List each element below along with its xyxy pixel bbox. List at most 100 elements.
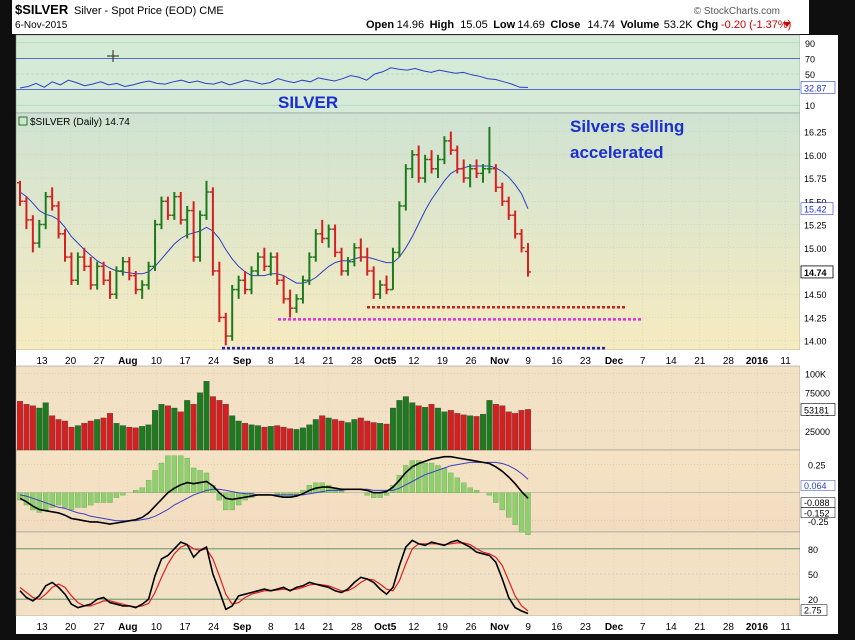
- x-tick-label-bottom: 19: [437, 622, 449, 633]
- ohlc-bar: [55, 201, 62, 239]
- macd-histogram-bar: [152, 470, 158, 493]
- ohlc-bar: [479, 164, 486, 183]
- x-tick-label: Nov: [490, 356, 509, 367]
- volume-bar: [216, 400, 223, 451]
- ohlc-bar: [62, 229, 69, 262]
- macd-histogram-bar: [454, 477, 460, 493]
- header-ohlc-0: Open: [366, 19, 394, 31]
- ohlc-bar: [415, 145, 422, 183]
- macd-histogram-bar: [493, 492, 499, 503]
- ohlc-bar: [94, 261, 101, 290]
- header-ohlc-6: Close: [550, 19, 580, 31]
- ohlc-bar: [377, 280, 384, 299]
- x-tick-label-bottom: 26: [465, 622, 477, 633]
- volume-bar: [171, 407, 178, 451]
- ohlc-bar: [248, 266, 255, 295]
- x-tick-label: 27: [94, 356, 106, 367]
- volume-bar: [409, 402, 416, 451]
- macd-histogram-bar: [94, 492, 100, 503]
- price-tick-label: 15.75: [804, 174, 827, 184]
- volume-bar: [126, 426, 133, 451]
- macd-histogram-bar: [422, 462, 428, 493]
- volume-bar: [197, 392, 204, 451]
- ohlc-bar: [287, 289, 294, 318]
- x-tick-label-bottom: 7: [640, 622, 646, 633]
- volume-bar: [454, 413, 461, 451]
- ohlc-bar: [280, 275, 287, 304]
- ohlc-bar: [351, 243, 358, 267]
- header-ohlc-2: High: [430, 19, 455, 31]
- volume-bar: [480, 413, 486, 451]
- ohlc-bar: [441, 136, 448, 165]
- price-tick-label: 16.25: [804, 128, 827, 138]
- volume-bar: [280, 426, 287, 451]
- macd-histogram-bar: [499, 492, 505, 511]
- ohlc-bar: [100, 261, 107, 285]
- volume-bar: [357, 417, 364, 451]
- last-price-label: 14.74: [804, 268, 827, 278]
- x-tick-label-bottom: 14: [666, 622, 678, 633]
- x-tick-label: Sep: [233, 356, 251, 367]
- volume-bar: [447, 410, 454, 451]
- volume-bar: [435, 407, 441, 451]
- volume-bar: [81, 423, 88, 451]
- ohlc-bar: [216, 261, 223, 323]
- ohlc-bar: [319, 219, 326, 244]
- volume-bar: [242, 423, 249, 451]
- macd-value-box: [800, 480, 836, 491]
- price-legend: $SILVER (Daily) 14.74: [30, 117, 130, 128]
- ohlc-bar: [357, 238, 364, 262]
- header-ohlc-4: Low: [493, 19, 515, 31]
- x-tick-label-bottom: 28: [723, 622, 735, 633]
- header-ohlc-8: Volume: [620, 19, 659, 31]
- ohlc-bar: [267, 252, 274, 276]
- ohlc-bar: [126, 257, 133, 281]
- x-tick-label-bottom: Nov: [490, 622, 509, 633]
- volume-bar: [55, 419, 62, 451]
- header-ohlc-11: -0.20 (-1.37%): [721, 19, 791, 31]
- ohlc-bar: [229, 284, 236, 341]
- rsi-tick-label: 70: [805, 54, 815, 64]
- volume-tick-label: 25000: [805, 427, 830, 437]
- x-tick-label: 21: [694, 356, 706, 367]
- volume-bar: [42, 402, 49, 451]
- right-edge: [838, 0, 855, 640]
- x-tick-label: 14: [294, 356, 306, 367]
- macd-histogram-bar: [178, 455, 184, 493]
- ohlc-bar: [87, 257, 94, 290]
- volume-bar: [396, 400, 403, 451]
- x-tick-label-bottom: 10: [151, 622, 163, 633]
- volume-bar: [299, 427, 306, 451]
- annotation-note-line1: Silvers selling: [570, 117, 684, 136]
- ohlc-bar: [209, 187, 216, 276]
- x-tick-label: 28: [723, 356, 735, 367]
- volume-bar: [351, 419, 358, 451]
- volume-bar: [261, 426, 268, 451]
- macd-value-label: 0.064: [804, 481, 827, 491]
- right-axis-area: [800, 35, 838, 634]
- volume-bar: [338, 420, 345, 451]
- x-tick-label: 12: [408, 356, 420, 367]
- x-tick-label: 10: [151, 356, 163, 367]
- x-tick-label: 7: [640, 356, 646, 367]
- x-tick-label: Oct5: [374, 356, 397, 367]
- ohlc-bar: [261, 247, 268, 271]
- header-ohlc-5: 14.69: [517, 19, 545, 31]
- ohlc-bar: [383, 275, 390, 295]
- ohlc-bar: [68, 252, 75, 285]
- macd-tick-label: -0.25: [808, 517, 829, 527]
- volume-bar: [152, 410, 158, 451]
- macd-histogram-bar: [326, 485, 332, 493]
- volume-bar: [74, 425, 81, 451]
- x-tick-label: Dec: [605, 356, 624, 367]
- ohlc-bar: [36, 219, 43, 248]
- volume-value-box: [800, 403, 836, 416]
- ohlc-bar: [460, 159, 467, 183]
- volume-bar: [402, 396, 409, 451]
- x-tick-label-bottom: 24: [208, 622, 220, 633]
- rsi-value-box: [800, 81, 836, 94]
- macd-value-label: -0.152: [804, 508, 830, 518]
- x-tick-label-bottom: 8: [268, 622, 274, 633]
- macd-histogram-bar: [43, 492, 49, 511]
- macd-histogram-bar: [467, 487, 473, 493]
